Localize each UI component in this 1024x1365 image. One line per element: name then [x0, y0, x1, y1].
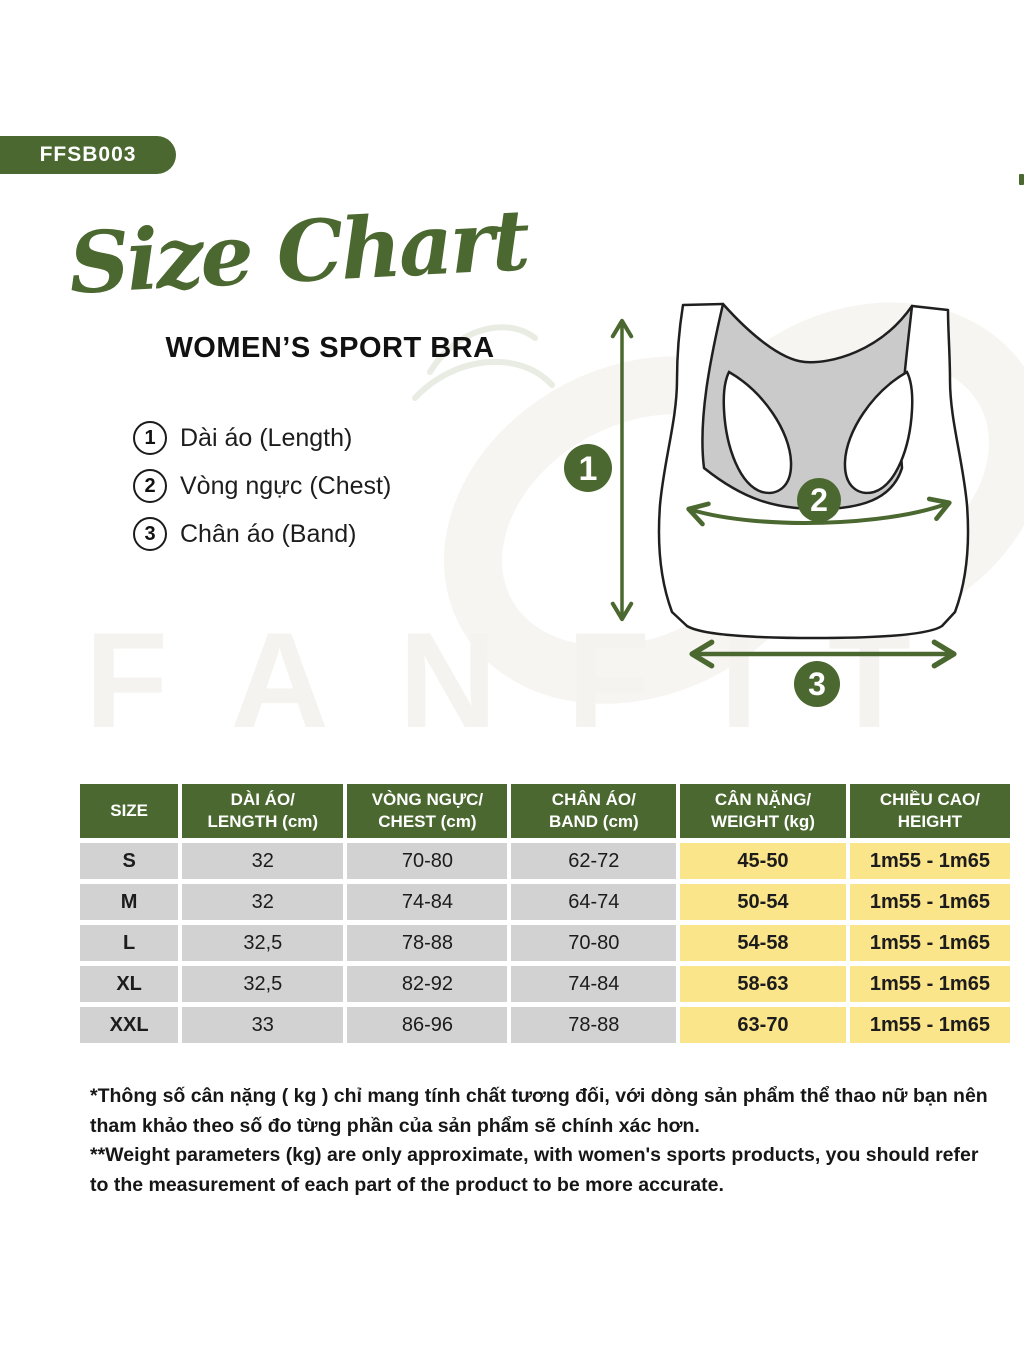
table-row-xl: XL 32,5 82-92 74-84 58-63 1m55 - 1m65 [80, 966, 1010, 1002]
cell-size: XXL [80, 1007, 179, 1043]
cell-weight: 58-63 [680, 966, 846, 1002]
table-row-l: L 32,5 78-88 70-80 54-58 1m55 - 1m65 [80, 925, 1010, 961]
sport-bra-diagram: 1 2 3 [564, 302, 970, 707]
col-header-weight: CÂN NẶNG/ WEIGHT (kg) [680, 784, 846, 838]
marker-2-label: 2 [810, 482, 828, 518]
chest-arrow [686, 496, 952, 527]
table-header-row: SIZE DÀI ÁO/ LENGTH (cm) VÒNG NGỰC/ CHES… [80, 784, 1010, 838]
cell-size: S [80, 843, 179, 879]
cell-band: 78-88 [511, 1007, 677, 1043]
legend-number-3-icon: 3 [133, 517, 167, 551]
table-row-xxl: XXL 33 86-96 78-88 63-70 1m55 - 1m65 [80, 1007, 1010, 1043]
legend-number-2-icon: 2 [133, 469, 167, 503]
cell-band: 74-84 [511, 966, 677, 1002]
cell-height: 1m55 - 1m65 [849, 843, 1010, 879]
footnotes: *Thông số cân nặng ( kg ) chỉ mang tính … [90, 1082, 992, 1201]
cell-band: 62-72 [511, 843, 677, 879]
cell-chest: 70-80 [347, 843, 508, 879]
legend-item-band: 3 Chân áo (Band) [133, 517, 391, 551]
cell-height: 1m55 - 1m65 [849, 884, 1010, 920]
cell-length: 32 [182, 884, 344, 920]
right-armhole-cutout [843, 370, 914, 495]
cell-length: 32 [182, 843, 344, 879]
cell-weight: 54-58 [680, 925, 846, 961]
cell-height: 1m55 - 1m65 [849, 966, 1010, 1002]
measurement-legend: 1 Dài áo (Length) 2 Vòng ngực (Chest) 3 … [133, 421, 391, 565]
col-header-chest: VÒNG NGỰC/ CHEST (cm) [347, 784, 508, 838]
product-code-badge: FFSB003 [0, 136, 176, 174]
cell-weight: 63-70 [680, 1007, 846, 1043]
product-code: FFSB003 [39, 143, 137, 166]
page-subtitle: WOMEN’S SPORT BRA [165, 332, 495, 364]
marker-3-label: 3 [808, 666, 826, 702]
cell-height: 1m55 - 1m65 [849, 925, 1010, 961]
cell-size: L [80, 925, 179, 961]
size-table-section: SIZE DÀI ÁO/ LENGTH (cm) VÒNG NGỰC/ CHES… [76, 779, 1014, 1048]
cell-size: M [80, 884, 179, 920]
marker-1-label: 1 [579, 450, 598, 488]
col-header-size: SIZE [80, 784, 179, 838]
cell-band: 64-74 [511, 884, 677, 920]
marker-2-circle [797, 478, 841, 522]
legend-label: Chân áo (Band) [180, 519, 357, 548]
clipped-edge-mark [1019, 174, 1024, 185]
cell-length: 32,5 [182, 925, 344, 961]
cell-size: XL [80, 966, 179, 1002]
cell-chest: 78-88 [347, 925, 508, 961]
cell-length: 33 [182, 1007, 344, 1043]
bra-outline [657, 302, 970, 640]
cell-height: 1m55 - 1m65 [849, 1007, 1010, 1043]
cell-chest: 86-96 [347, 1007, 508, 1043]
col-header-length: DÀI ÁO/ LENGTH (cm) [182, 784, 344, 838]
table-row-m: M 32 74-84 64-74 50-54 1m55 - 1m65 [80, 884, 1010, 920]
legend-number-1-icon: 1 [133, 421, 167, 455]
col-header-band: CHÂN ÁO/ BAND (cm) [511, 784, 677, 838]
cell-chest: 82-92 [347, 966, 508, 1002]
marker-3-circle [794, 661, 840, 707]
col-header-height: CHIỀU CAO/ HEIGHT [849, 784, 1010, 838]
left-armhole-cutout [722, 370, 793, 495]
legend-item-chest: 2 Vòng ngực (Chest) [133, 469, 391, 503]
footnote-english: **Weight parameters (kg) are only approx… [90, 1144, 979, 1196]
table-row-s: S 32 70-80 62-72 45-50 1m55 - 1m65 [80, 843, 1010, 879]
marker-1-circle [564, 444, 612, 492]
legend-label: Vòng ngực (Chest) [180, 471, 392, 500]
cell-length: 32,5 [182, 966, 344, 1002]
size-chart-table: SIZE DÀI ÁO/ LENGTH (cm) VÒNG NGỰC/ CHES… [76, 779, 1014, 1048]
legend-label: Dài áo (Length) [180, 423, 353, 452]
cell-chest: 74-84 [347, 884, 508, 920]
cell-weight: 50-54 [680, 884, 846, 920]
cell-band: 70-80 [511, 925, 677, 961]
footnote-vietnamese: *Thông số cân nặng ( kg ) chỉ mang tính … [90, 1085, 988, 1137]
cell-weight: 45-50 [680, 843, 846, 879]
legend-item-length: 1 Dài áo (Length) [133, 421, 391, 455]
